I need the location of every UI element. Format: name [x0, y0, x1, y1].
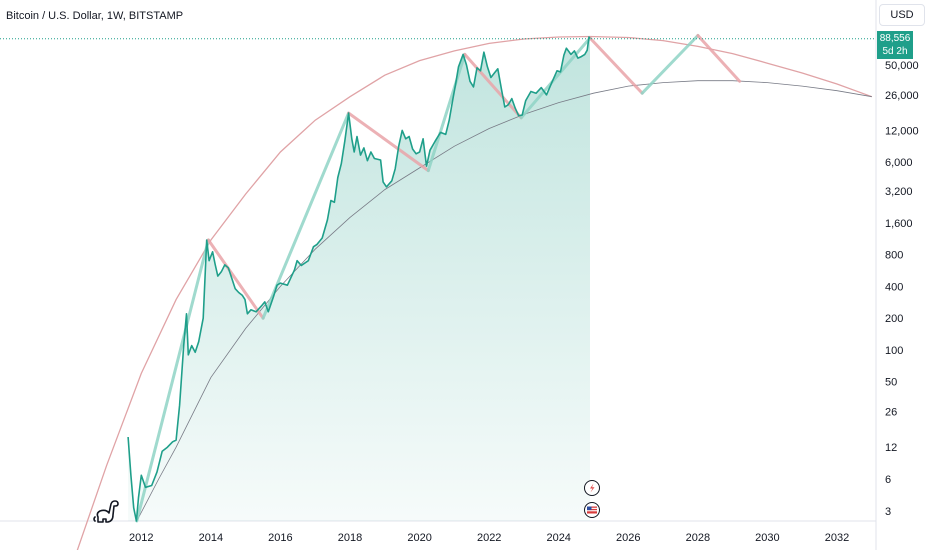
- time-tick-label: 2032: [825, 532, 849, 544]
- price-tick-label: 12: [885, 442, 897, 454]
- price-tick-label: 3,200: [885, 186, 913, 198]
- bar-countdown: 5d 2h: [882, 46, 908, 57]
- time-tick-label: 2030: [755, 532, 779, 544]
- price-area-fill: [128, 37, 590, 521]
- price-tick-label: 12,000: [885, 125, 919, 137]
- dinosaur-icon[interactable]: [93, 500, 119, 523]
- bull-cycle-segment: [640, 34, 700, 95]
- time-tick-label: 2012: [129, 532, 153, 544]
- price-tick-label: 1,600: [885, 218, 913, 230]
- bull-cycle-segment: [426, 52, 467, 173]
- last-price-badge: 88,556 5d 2h: [877, 31, 913, 59]
- price-tick-label: 26,000: [885, 90, 919, 102]
- time-tick-label: 2028: [686, 532, 710, 544]
- time-tick-label: 2022: [477, 532, 501, 544]
- price-tick-label: 200: [885, 313, 903, 325]
- price-tick-label: 3: [885, 506, 891, 518]
- bear-cycle-segment: [206, 238, 265, 320]
- bear-cycle-segment: [347, 111, 430, 173]
- price-tick-label: 100: [885, 345, 903, 357]
- price-tick-label: 26: [885, 407, 897, 419]
- price-tick-label: 6: [885, 474, 891, 486]
- time-tick-label: 2014: [199, 532, 223, 544]
- time-axis[interactable]: 2012 2014 2016 2018 2020 2022 2024 2026 2028 2030…: [129, 532, 849, 544]
- currency-selector-button[interactable]: USD: [879, 4, 925, 26]
- price-line: [127, 36, 591, 522]
- time-tick-label: 2020: [407, 532, 431, 544]
- bull-cycle-segment: [519, 36, 592, 120]
- chart-title: Bitcoin / U.S. Dollar, 1W, BITSTAMP: [6, 10, 184, 22]
- price-tick-label: 6,000: [885, 157, 913, 169]
- cycle-segments: [135, 34, 742, 523]
- time-tick-label: 2016: [268, 532, 292, 544]
- time-tick-label: 2018: [338, 532, 362, 544]
- last-price-value: 88,556: [879, 33, 911, 44]
- price-tick-label: 800: [885, 250, 903, 262]
- lightning-icon[interactable]: [584, 480, 600, 496]
- us-flag-event-icon[interactable]: [584, 502, 600, 518]
- price-tick-label: 400: [885, 281, 903, 293]
- lower-curve-line: [136, 80, 872, 522]
- time-tick-label: 2026: [616, 532, 640, 544]
- bear-cycle-segment: [588, 36, 644, 95]
- price-tick-label: 50,000: [885, 60, 919, 72]
- price-axis[interactable]: 3 6 12 26 50 100 200 400 800 1,600 3,200 6,000 12,00…: [885, 60, 919, 518]
- bull-cycle-segment: [261, 111, 351, 320]
- bull-cycle-segment: [135, 238, 210, 523]
- bear-cycle-segment: [463, 52, 523, 120]
- price-tick-label: 50: [885, 377, 897, 389]
- time-tick-label: 2024: [546, 532, 570, 544]
- bear-cycle-segment: [696, 34, 742, 83]
